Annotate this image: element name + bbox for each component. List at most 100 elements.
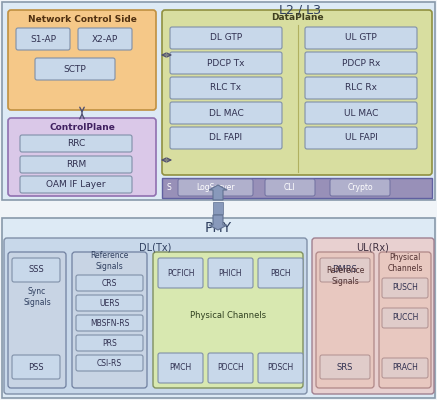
Text: Sync
Signals: Sync Signals [23, 287, 51, 307]
FancyBboxPatch shape [305, 77, 417, 99]
Text: PRS: PRS [102, 338, 117, 348]
FancyBboxPatch shape [153, 252, 303, 388]
Text: RLC Tx: RLC Tx [211, 84, 242, 92]
Text: Network Control Side: Network Control Side [28, 16, 136, 24]
Text: CRS: CRS [102, 278, 117, 288]
Text: DL GTP: DL GTP [210, 34, 242, 42]
FancyBboxPatch shape [208, 353, 253, 383]
Text: UL GTP: UL GTP [345, 34, 377, 42]
FancyBboxPatch shape [258, 258, 303, 288]
Text: UL(Rx): UL(Rx) [357, 242, 389, 252]
FancyBboxPatch shape [330, 179, 390, 196]
Text: PDSCH: PDSCH [267, 364, 294, 372]
FancyBboxPatch shape [382, 308, 428, 328]
FancyBboxPatch shape [35, 58, 115, 80]
FancyBboxPatch shape [316, 252, 374, 388]
Text: UL FAPI: UL FAPI [345, 134, 378, 142]
FancyBboxPatch shape [8, 252, 66, 388]
Text: MBSFN-RS: MBSFN-RS [90, 318, 129, 328]
Text: CLI: CLI [284, 183, 296, 192]
Text: RLC Rx: RLC Rx [345, 84, 377, 92]
FancyBboxPatch shape [379, 252, 431, 388]
Text: DataPlane: DataPlane [271, 14, 323, 22]
Text: CSI-RS: CSI-RS [97, 358, 122, 368]
FancyBboxPatch shape [2, 218, 435, 398]
FancyBboxPatch shape [2, 2, 435, 200]
FancyBboxPatch shape [20, 135, 132, 152]
Text: PDCP Rx: PDCP Rx [342, 58, 380, 68]
FancyBboxPatch shape [76, 335, 143, 351]
FancyArrow shape [209, 185, 227, 200]
Text: PHICH: PHICH [218, 268, 242, 278]
Text: SSS: SSS [28, 266, 44, 274]
FancyBboxPatch shape [16, 28, 70, 50]
FancyBboxPatch shape [305, 27, 417, 49]
FancyBboxPatch shape [305, 127, 417, 149]
FancyBboxPatch shape [76, 355, 143, 371]
Text: PUCCH: PUCCH [392, 314, 418, 322]
FancyBboxPatch shape [305, 52, 417, 74]
FancyBboxPatch shape [320, 258, 370, 282]
Text: PUSCH: PUSCH [392, 284, 418, 292]
Text: Physical Channels: Physical Channels [190, 310, 266, 320]
Text: OAM IF Layer: OAM IF Layer [46, 180, 106, 189]
Text: ControlPlane: ControlPlane [49, 122, 115, 132]
FancyBboxPatch shape [382, 358, 428, 378]
FancyBboxPatch shape [170, 27, 282, 49]
FancyBboxPatch shape [78, 28, 132, 50]
Text: Reference
Signals: Reference Signals [326, 266, 364, 286]
Text: Reference
Signals: Reference Signals [90, 251, 128, 271]
FancyBboxPatch shape [12, 258, 60, 282]
Text: SCTP: SCTP [64, 64, 87, 74]
FancyBboxPatch shape [208, 258, 253, 288]
FancyBboxPatch shape [170, 77, 282, 99]
Text: DL FAPI: DL FAPI [209, 134, 243, 142]
Text: DMRS: DMRS [333, 266, 357, 274]
FancyBboxPatch shape [158, 258, 203, 288]
Text: RRM: RRM [66, 160, 86, 169]
Text: S: S [166, 184, 171, 192]
FancyBboxPatch shape [258, 353, 303, 383]
Text: X2-AP: X2-AP [92, 34, 118, 44]
Text: RRC: RRC [67, 139, 85, 148]
FancyBboxPatch shape [170, 102, 282, 124]
Text: L2 / L3: L2 / L3 [279, 4, 321, 16]
FancyBboxPatch shape [76, 275, 143, 291]
FancyBboxPatch shape [20, 156, 132, 173]
Text: PHY: PHY [205, 221, 232, 235]
FancyBboxPatch shape [12, 355, 60, 379]
FancyBboxPatch shape [158, 353, 203, 383]
Text: Physical
Channels: Physical Channels [387, 253, 423, 273]
FancyBboxPatch shape [178, 179, 253, 196]
Text: DL(Tx): DL(Tx) [139, 242, 171, 252]
FancyBboxPatch shape [162, 10, 432, 175]
Text: PDCCH: PDCCH [217, 364, 244, 372]
FancyBboxPatch shape [8, 118, 156, 196]
Text: UERS: UERS [99, 298, 120, 308]
Text: PSS: PSS [28, 362, 44, 372]
FancyBboxPatch shape [20, 176, 132, 193]
Text: DL MAC: DL MAC [208, 108, 243, 118]
FancyBboxPatch shape [213, 202, 223, 214]
Text: PCFICH: PCFICH [167, 268, 194, 278]
FancyBboxPatch shape [320, 355, 370, 379]
FancyBboxPatch shape [170, 52, 282, 74]
FancyArrow shape [209, 215, 227, 230]
Text: UL MAC: UL MAC [344, 108, 378, 118]
FancyBboxPatch shape [162, 178, 432, 198]
FancyBboxPatch shape [265, 179, 315, 196]
FancyBboxPatch shape [382, 278, 428, 298]
FancyBboxPatch shape [312, 238, 434, 394]
Text: SRS: SRS [337, 362, 353, 372]
FancyBboxPatch shape [76, 295, 143, 311]
Text: Crypto: Crypto [347, 183, 373, 192]
FancyBboxPatch shape [4, 238, 307, 394]
FancyBboxPatch shape [305, 102, 417, 124]
Text: PDCP Tx: PDCP Tx [207, 58, 245, 68]
Text: PBCH: PBCH [270, 268, 291, 278]
FancyBboxPatch shape [170, 127, 282, 149]
FancyBboxPatch shape [8, 10, 156, 110]
Text: PMCH: PMCH [170, 364, 192, 372]
Text: S1-AP: S1-AP [30, 34, 56, 44]
FancyBboxPatch shape [72, 252, 147, 388]
